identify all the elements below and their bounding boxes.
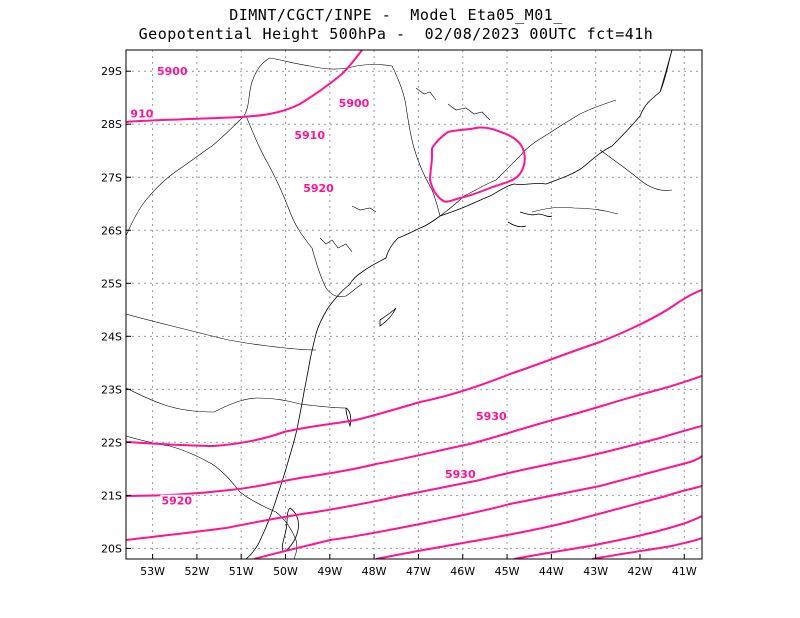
contour-label: 910 (130, 108, 153, 121)
lat-tick-label: 27S (101, 171, 122, 184)
lon-tick-label: 42W (628, 565, 653, 578)
coastline (245, 50, 673, 559)
state-border (126, 57, 393, 237)
contour-5930 (428, 126, 526, 203)
state-border (126, 387, 347, 413)
lat-tick-label: 29S (101, 65, 122, 78)
contour-label-background (160, 494, 191, 507)
contour-label: 5920 (303, 182, 334, 195)
reservoir (351, 205, 377, 213)
lat-tick-label: 21S (101, 489, 122, 502)
lat-lon-grid (126, 50, 702, 559)
lon-tick-label: 51W (229, 565, 254, 578)
contour-label-background (337, 97, 368, 110)
lat-tick-label: 23S (101, 383, 122, 396)
contour-label-background (156, 65, 187, 78)
contour-label: 5920 (161, 495, 192, 508)
contour-label: 5930 (445, 468, 476, 481)
chart-title-line2: Geopotential Height 500hPa - 02/08/2023 … (138, 25, 654, 43)
island (379, 307, 397, 327)
contour-label-background (293, 128, 324, 141)
reservoir (415, 87, 437, 101)
lon-tick-label: 41W (672, 565, 697, 578)
state-border (245, 115, 363, 298)
contour-5910 (126, 375, 702, 497)
lat-tick-label: 28S (101, 118, 122, 131)
contour-5920-south (126, 289, 702, 448)
contour-5900 (126, 425, 702, 541)
lon-tick-label: 48W (362, 565, 387, 578)
state-border (531, 50, 673, 215)
map-geography (126, 50, 673, 559)
reservoir (447, 103, 491, 121)
state-border (439, 99, 617, 217)
lat-tick-label: 22S (101, 436, 122, 449)
contour-label-background (444, 468, 475, 481)
reservoir (319, 237, 353, 253)
map-frame (125, 49, 703, 560)
lat-tick-label: 26S (101, 224, 122, 237)
height-contours (126, 50, 702, 559)
lon-tick-label: 46W (450, 565, 475, 578)
lat-tick-label: 24S (101, 330, 122, 343)
contour-label-background (129, 107, 153, 120)
contour-label-background (302, 181, 333, 194)
contour-5870 (513, 515, 702, 559)
contour-label: 5900 (157, 65, 188, 78)
coastline-bay (507, 211, 553, 228)
lat-tick-label: 25S (101, 277, 122, 290)
state-border (126, 313, 317, 351)
lon-tick-label: 44W (539, 565, 564, 578)
contour-label: 5910 (294, 129, 325, 142)
contour-label: 5930 (476, 410, 507, 423)
island (345, 407, 352, 428)
lon-tick-label: 45W (495, 565, 520, 578)
country-border (126, 435, 298, 559)
state-border (391, 65, 441, 217)
contour-5860 (591, 537, 702, 559)
contour-5920-north (126, 50, 363, 123)
lon-tick-label: 52W (184, 565, 209, 578)
chart-title-line1: DIMNT/CGCT/INPE - Model Eta05_M01_ (229, 6, 563, 24)
lon-tick-label: 53W (140, 565, 165, 578)
lon-tick-label: 47W (406, 565, 431, 578)
lon-tick-label: 49W (317, 565, 342, 578)
lon-tick-label: 50W (273, 565, 298, 578)
contour-label-background (475, 409, 506, 422)
contour-labels: 5920 5930 5930 5920 5910 910 5900 5900 (129, 65, 507, 508)
axis-ticks: 20S 21S 22S 23S 24S 25S 26S 27S 28S 29S 53W 52W 51W 5… (101, 65, 697, 578)
contour-5880 (375, 485, 702, 559)
contour-5890 (253, 455, 702, 559)
lon-tick-label: 43W (583, 565, 608, 578)
lat-tick-label: 20S (101, 542, 122, 555)
contour-label: 5900 (339, 97, 370, 110)
